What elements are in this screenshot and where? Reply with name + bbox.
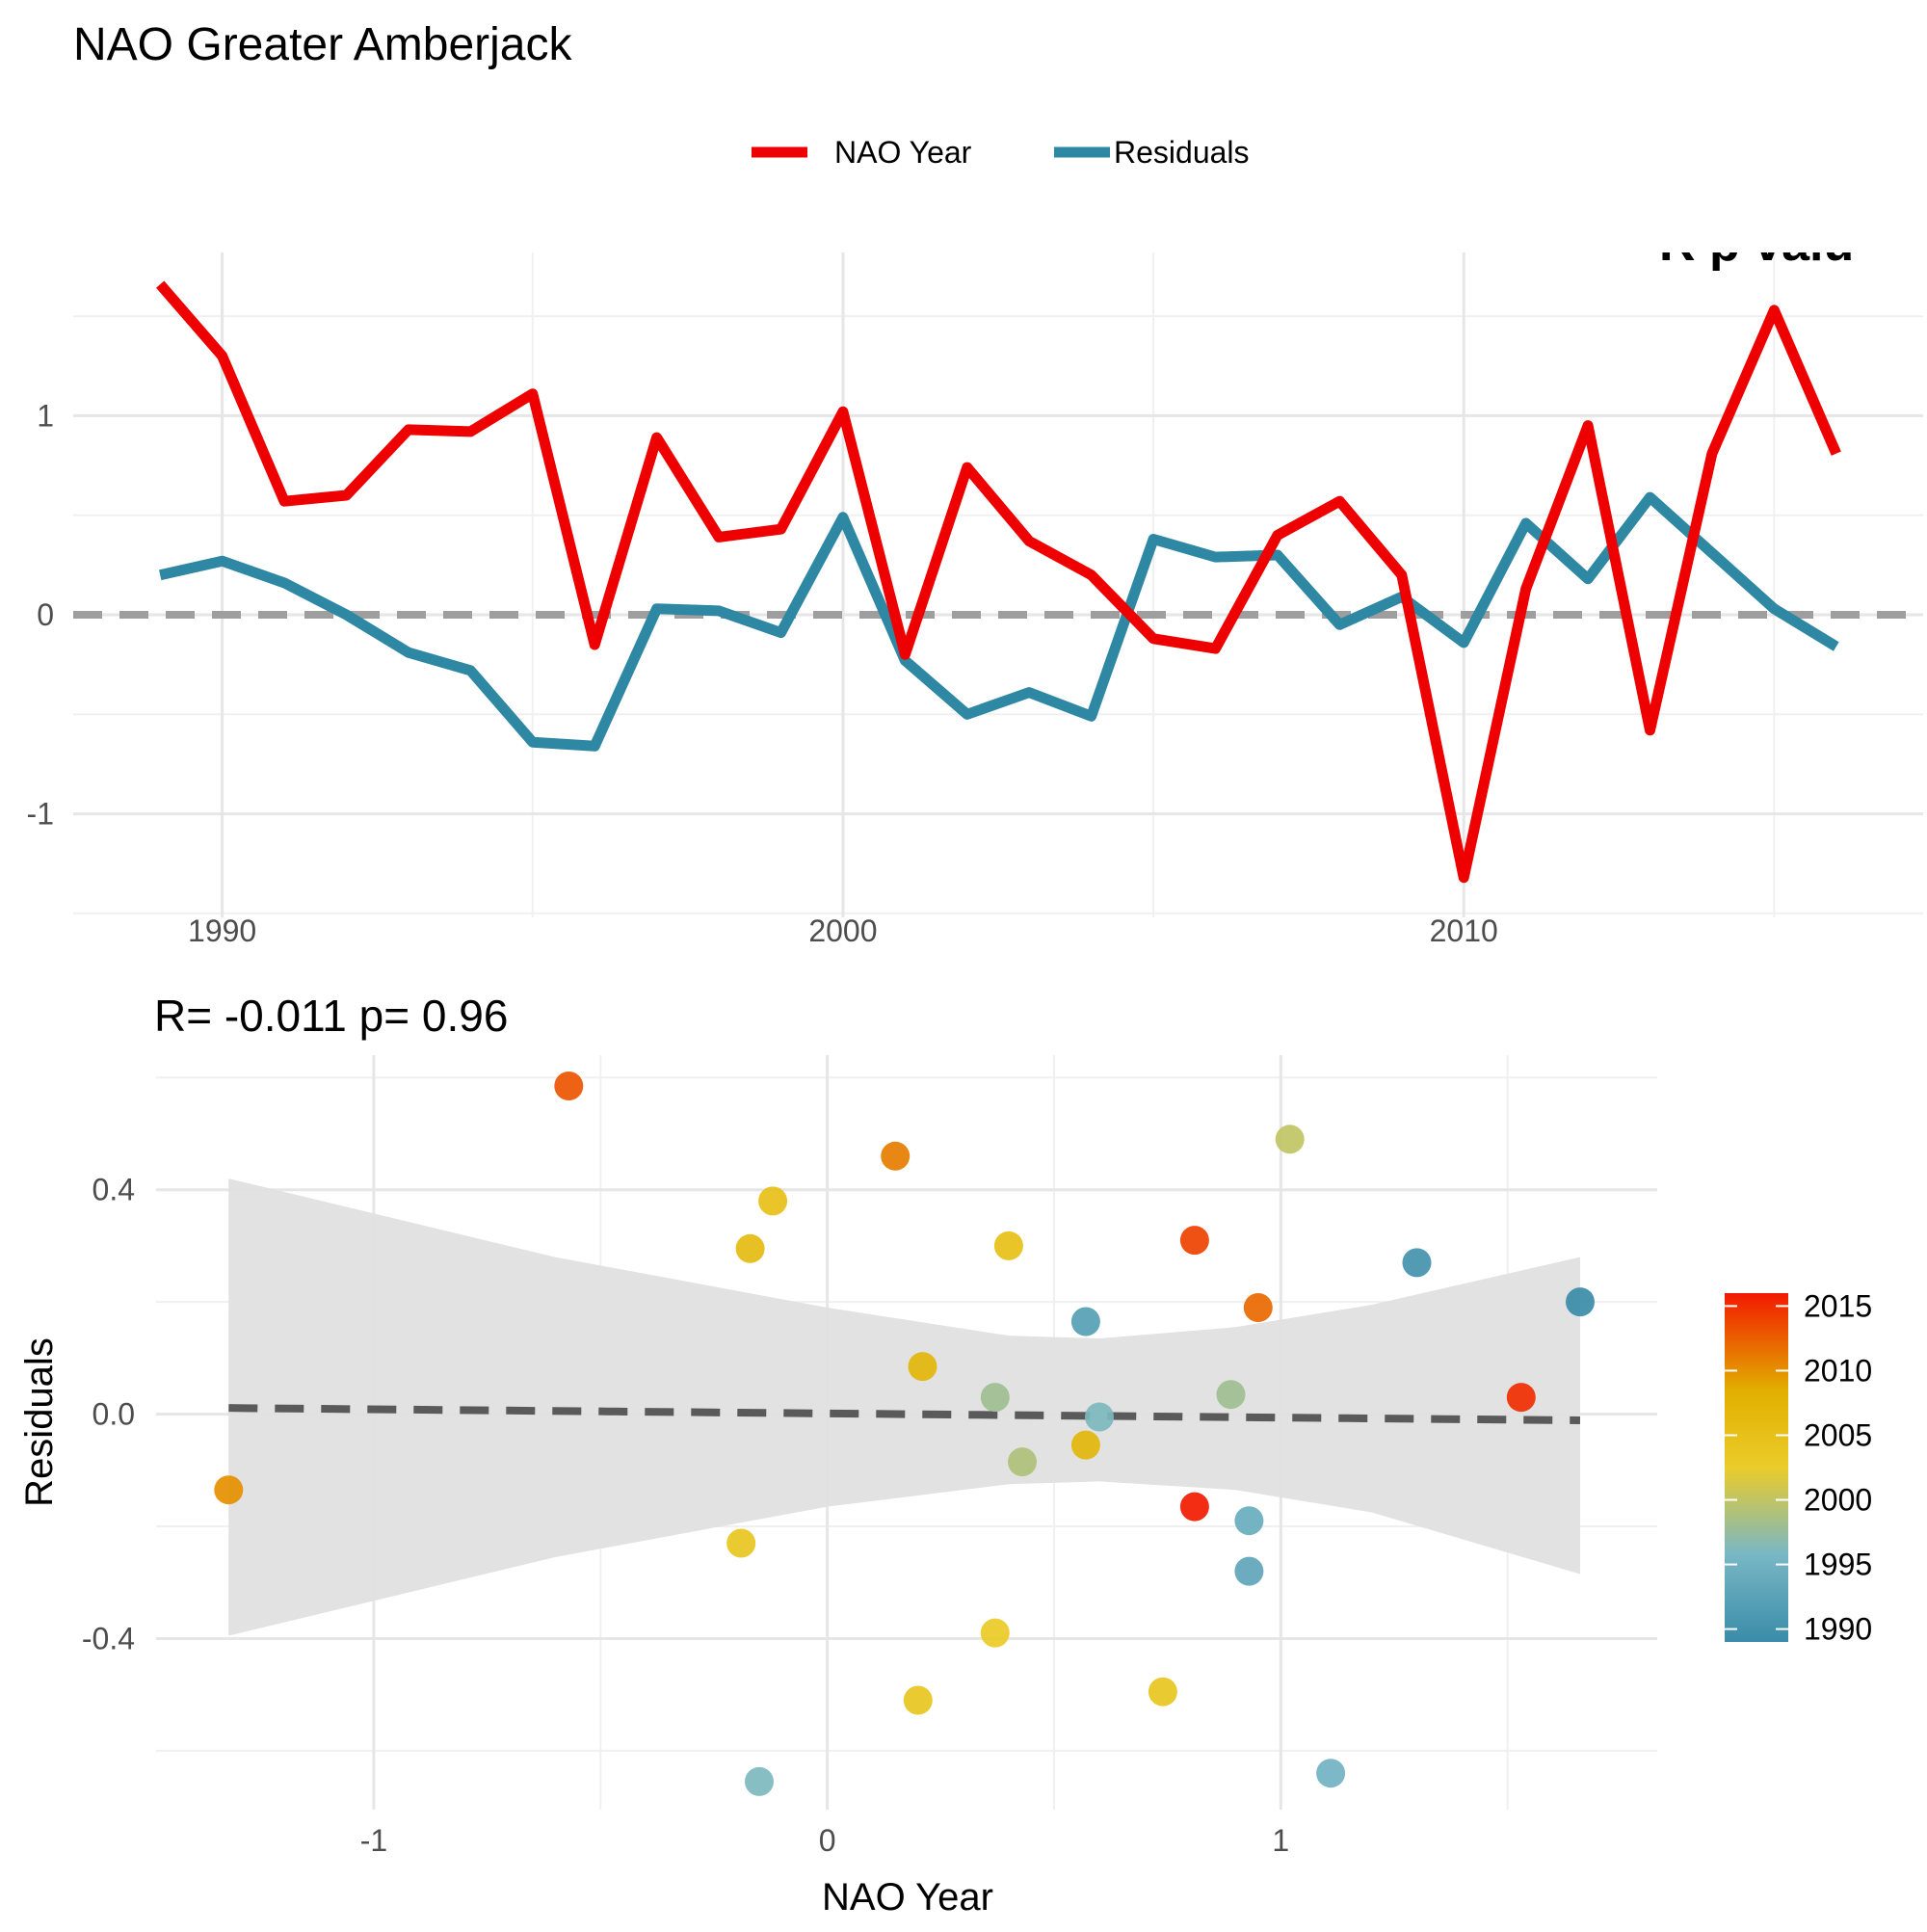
- colorbar-tick-label: 2010: [1804, 1353, 1872, 1388]
- scatter-point: [1234, 1506, 1264, 1536]
- scatter-y-ticks: -0.4 0.0 0.4: [82, 1173, 135, 1656]
- confidence-band-area: [228, 1178, 1580, 1636]
- scatter-point: [903, 1685, 933, 1715]
- x-tick-label: 0: [819, 1823, 836, 1858]
- scatter-point: [980, 1618, 1010, 1648]
- scatter-point: [1070, 1430, 1100, 1460]
- scatter-point: [1316, 1759, 1346, 1788]
- y-tick-label: 0.0: [92, 1397, 135, 1432]
- scatter-point: [1506, 1383, 1536, 1413]
- scatter-points: [214, 1072, 1595, 1796]
- scatter-title: R= -0.011 p= 0.96: [154, 991, 508, 1041]
- scatter-point: [1243, 1293, 1273, 1322]
- colorbar-tick-label: 2000: [1804, 1483, 1872, 1518]
- y-axis-title: Residuals: [18, 1337, 61, 1507]
- top-legend: NAO Year Residuals: [752, 135, 1250, 170]
- scatter-point: [745, 1766, 774, 1796]
- regression-fit-line: [228, 1404, 1581, 1424]
- time-series-lines: [73, 280, 1923, 884]
- scatter-point: [758, 1186, 788, 1216]
- colorbar-tick-label: 1995: [1804, 1548, 1872, 1582]
- scatter-point: [214, 1475, 244, 1505]
- colorbar-tick-label: 1990: [1804, 1612, 1872, 1647]
- scatter-point: [1234, 1556, 1264, 1586]
- x-tick-label: 1: [1272, 1823, 1289, 1858]
- y-tick-label: 1: [37, 398, 54, 433]
- scatter-point: [993, 1231, 1023, 1260]
- time-series-x-ticks: 1990 2000 2010: [188, 913, 1498, 948]
- y-tick-label: 0.4: [92, 1173, 135, 1207]
- time-series-y-ticks: -1 0 1: [27, 398, 54, 831]
- scatter-point: [1008, 1447, 1037, 1477]
- x-tick-label: 2000: [808, 913, 877, 948]
- colorbar-rect: [1725, 1293, 1788, 1642]
- x-tick-label: 2010: [1430, 913, 1498, 948]
- scatter-point: [735, 1233, 765, 1263]
- legend-label-residuals: Residuals: [1114, 135, 1250, 170]
- scatter-point: [1179, 1492, 1209, 1522]
- colorbar-ticks: 2015 2010 2005 2000 1995 1990: [1725, 1288, 1872, 1647]
- time-series-grid: [73, 252, 1923, 917]
- legend-label-nao-year: NAO Year: [834, 135, 972, 170]
- x-tick-label: -1: [360, 1823, 387, 1858]
- scatter-point: [1566, 1287, 1595, 1317]
- scatter-chart: -1 0 1 -0.4 0.0 0.4 NAO Year Residuals: [18, 1055, 1657, 1919]
- scatter-point: [1402, 1248, 1432, 1278]
- residuals-line: [158, 491, 1839, 752]
- y-tick-label: -1: [27, 797, 54, 832]
- colorbar-tick-label: 2015: [1804, 1288, 1872, 1323]
- figure-title: NAO Greater Amberjack: [73, 19, 573, 70]
- scatter-point: [908, 1352, 937, 1382]
- scatter-point: [881, 1141, 911, 1171]
- scatter-point: [1085, 1402, 1114, 1432]
- colorbar-tick-label: 2005: [1804, 1417, 1872, 1452]
- scatter-point: [1275, 1125, 1305, 1154]
- scatter-point: [1179, 1226, 1209, 1256]
- y-tick-label: 0: [37, 597, 54, 632]
- scatter-point: [1148, 1677, 1177, 1707]
- scatter-x-ticks: -1 0 1: [360, 1823, 1290, 1858]
- y-tick-label: -0.4: [82, 1621, 135, 1655]
- scatter-point: [1216, 1380, 1246, 1410]
- scatter-point: [1070, 1307, 1100, 1337]
- fit-line-group: [228, 1404, 1581, 1424]
- scatter-point: [980, 1383, 1010, 1413]
- scatter-point: [726, 1528, 756, 1558]
- scatter-point: [554, 1072, 584, 1100]
- x-axis-title: NAO Year: [822, 1876, 993, 1919]
- confidence-band: [228, 1178, 1580, 1636]
- cut-off-annotation: R p valu: [1659, 216, 1854, 272]
- color-legend: 2015 2010 2005 2000 1995 1990: [1725, 1288, 1872, 1647]
- nao-year-line: [156, 280, 1841, 884]
- x-tick-label: 1990: [188, 913, 256, 948]
- time-series-chart: R p valu 1990 2000 2010 -1 0 1: [27, 216, 1923, 948]
